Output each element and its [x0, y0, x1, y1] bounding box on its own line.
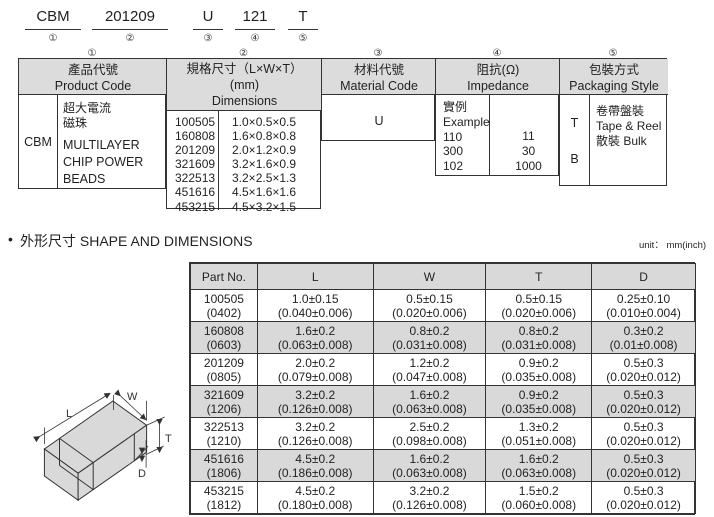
svg-text:L: L: [66, 408, 72, 420]
svg-text:D: D: [138, 468, 146, 480]
svg-text:T: T: [165, 433, 172, 445]
svg-text:W: W: [127, 391, 138, 403]
